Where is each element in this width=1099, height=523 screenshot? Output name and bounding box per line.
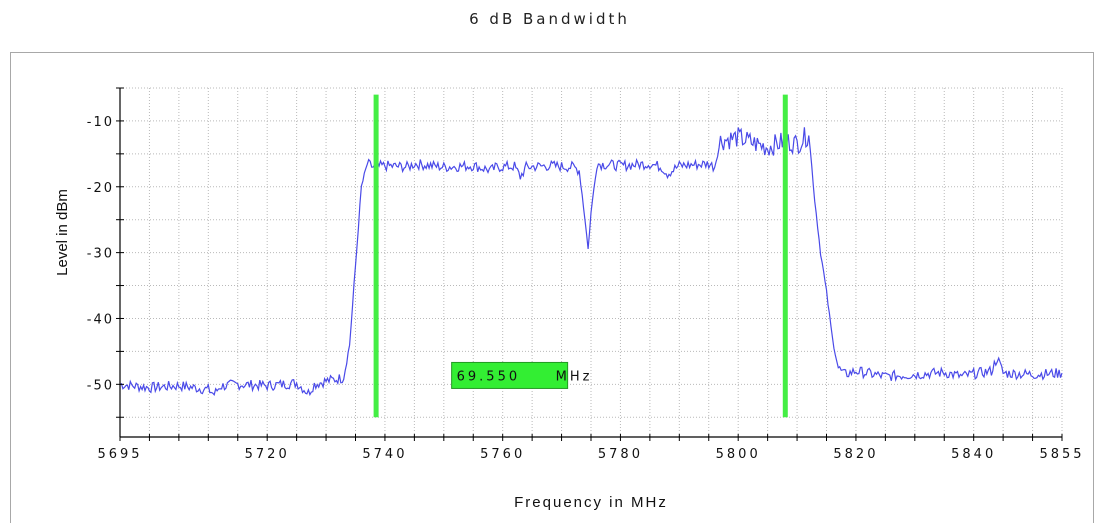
y-tick-label: -20 — [87, 181, 114, 196]
y-tick-label: -10 — [87, 115, 114, 130]
marker-group — [373, 94, 788, 418]
grid-lines — [119, 87, 1063, 437]
axes-group — [116, 87, 1063, 441]
bandwidth-annotation: 69.550 MHz — [451, 361, 593, 389]
x-axis-label: Frequency in MHz — [514, 494, 668, 511]
bandwidth-value-box — [451, 361, 569, 389]
y-tick-label: -30 — [87, 247, 114, 262]
chart-title: 6 dB Bandwidth — [469, 10, 630, 28]
y-tick-label: -40 — [87, 312, 114, 327]
series-line — [119, 127, 1063, 397]
y-tick-label: -50 — [87, 378, 114, 393]
x-tick-label: 5695 — [97, 447, 142, 462]
x-tick-label: 5760 — [480, 447, 525, 462]
x-tick-label: 5780 — [598, 447, 643, 462]
x-tick-label: 5840 — [951, 447, 996, 462]
tick-labels-group: -10 -20 -30 -40 -50 5695 5720 5740 5760 5780 5800 5… — [87, 115, 1084, 462]
plot-frame — [10, 52, 1094, 523]
y-axis-label: Level in dBm — [54, 189, 71, 276]
bandwidth-value: 69.550 — [457, 369, 520, 384]
bandwidth-unit: MHz — [556, 369, 593, 384]
x-tick-label: 5820 — [833, 447, 878, 462]
x-tick-label: 5800 — [716, 447, 761, 462]
series-group — [119, 127, 1063, 397]
x-tick-label: 5855 — [1039, 447, 1084, 462]
x-tick-label: 5720 — [245, 447, 290, 462]
x-tick-label: 5740 — [362, 447, 407, 462]
